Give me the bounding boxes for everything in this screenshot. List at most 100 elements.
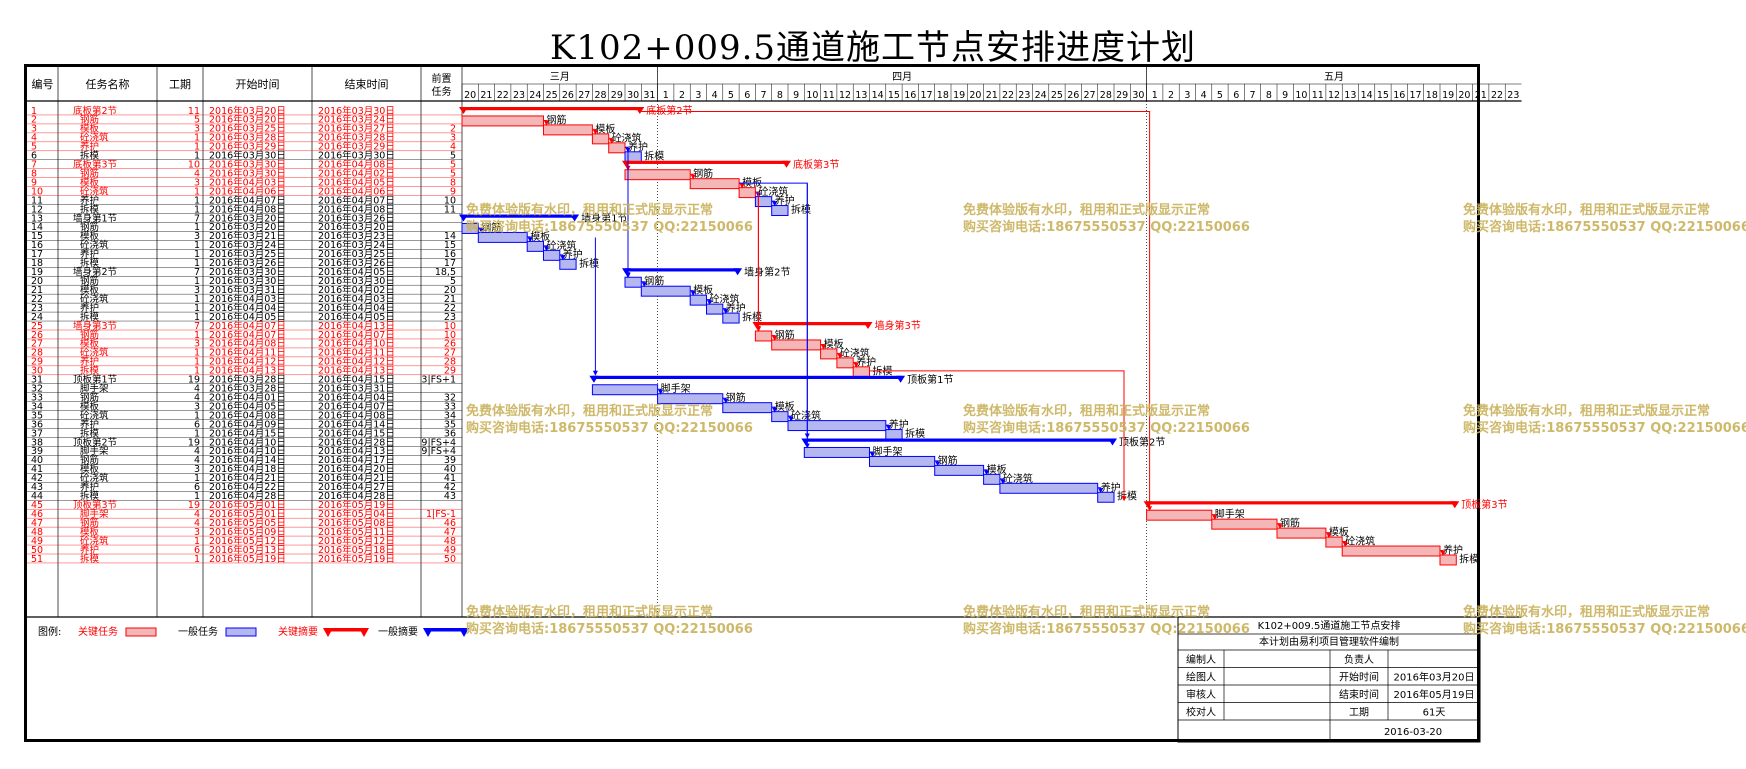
task-name: 砼浇筑 (80, 293, 109, 305)
dependency-link (657, 388, 664, 395)
day-label: 16 (1393, 90, 1405, 101)
task-duration: 19 (188, 500, 200, 511)
dependency-link (1211, 514, 1218, 521)
task-pred: 4 (450, 142, 456, 153)
task-bar (1146, 509, 1213, 521)
task-end: 2016年04月20日 (318, 463, 395, 475)
legend-summary-start (323, 628, 333, 637)
gantt-bar-26: 钢筋 (754, 328, 795, 342)
task-start: 2016年05月12日 (209, 535, 286, 547)
watermark-text: 免费体验版有水印，租用和正式版显示正常 购买咨询电话:18675550537 QQ… (963, 202, 1250, 236)
gantt-bar-7: 底板第3节 (622, 158, 839, 171)
gantt-bar-42: 砼浇筑 (983, 472, 1033, 485)
task-pred: 18,5 (435, 267, 456, 278)
task-start: 2016年04月08日 (209, 203, 286, 215)
bar-label: 墙身第3节 (875, 319, 921, 332)
legend-summary-end (459, 628, 469, 637)
bar-label: 模板 (742, 176, 762, 189)
task-bar (852, 366, 871, 378)
task-name: 模板 (80, 526, 100, 538)
bar-label: 钢筋 (775, 328, 795, 341)
task-pred: 10 (444, 330, 456, 341)
task-pred: 1|FS-1 (426, 509, 456, 520)
day-label: 30 (627, 90, 639, 101)
link-arrow (788, 416, 794, 422)
task-pred: 9 (450, 186, 456, 197)
watermark-line: 购买咨询电话:18675550537 QQ:22150066 (466, 622, 753, 637)
day-label: 25 (1051, 90, 1063, 101)
task-id: 23 (31, 303, 43, 314)
task-bar (787, 420, 887, 432)
summary-bar (462, 214, 577, 218)
bar-label: 拆模 (644, 149, 664, 162)
task-pred: 15 (444, 240, 456, 251)
page-title: K102+009.5通道施工节点安排进度计划 (549, 28, 1197, 68)
task-bar (999, 482, 1099, 494)
task-end: 2016年03月29日 (318, 141, 395, 153)
task-pred: 22 (444, 303, 456, 314)
task-bar (820, 348, 838, 360)
task-bar (624, 169, 691, 181)
bar-label: 模板 (824, 337, 844, 350)
task-start: 2016年04月07日 (209, 194, 286, 206)
task-end: 2016年04月05日 (318, 176, 395, 188)
day-label: 19 (1442, 90, 1454, 101)
link-arrow (1342, 542, 1348, 548)
watermark-line: 购买咨询电话:18675550537 QQ:22150066 (466, 421, 753, 436)
gantt-bar-12: 拆模 (771, 203, 811, 216)
task-start: 2016年04月05日 (209, 311, 286, 323)
task-pred: 42 (444, 482, 456, 493)
header-pred: 前置 (432, 72, 452, 85)
dependency-link (836, 352, 843, 359)
day-label: 22 (497, 90, 509, 101)
task-name: 模板 (80, 463, 100, 475)
task-id: 6 (31, 151, 37, 162)
task-start: 2016年03月26日 (209, 257, 286, 269)
task-end: 2016年04月15日 (318, 427, 395, 439)
dependency-link (690, 173, 696, 180)
watermark-text: 免费体验版有水印，租用和正式版显示正常 购买咨询电话:18675550537 QQ… (963, 604, 1250, 638)
task-duration: 1 (194, 240, 200, 251)
bar-label: 底板第3节 (793, 158, 839, 171)
task-id: 32 (31, 384, 43, 395)
task-duration: 4 (194, 384, 200, 395)
task-id: 37 (31, 428, 43, 439)
task-name: 砼浇筑 (80, 347, 109, 359)
bar-label: 砼浇筑 (1345, 535, 1375, 548)
task-duration: 6 (194, 545, 200, 556)
legend: 图例: 关键任务 一般任务 关键摘要 一般摘要 (38, 625, 469, 638)
task-id: 30 (31, 366, 43, 377)
dependency-link (885, 424, 892, 431)
legend-label: 一般摘要 (378, 625, 418, 638)
task-name: 拆模 (80, 427, 100, 439)
task-id: 38 (31, 437, 43, 448)
bar-label: 模板 (987, 463, 1007, 476)
task-bar (640, 285, 691, 297)
task-bar (836, 357, 854, 369)
link-arrow (641, 282, 647, 288)
day-label: 18 (937, 90, 949, 101)
day-label: 2 (679, 90, 685, 101)
summary-bar (1146, 501, 1457, 505)
task-name: 砼浇筑 (80, 472, 109, 484)
task-end: 2016年04月05日 (318, 266, 395, 278)
task-start: 2016年04月12日 (209, 356, 286, 368)
task-end: 2016年05月04日 (318, 508, 395, 520)
task-pred: 5 (450, 151, 456, 162)
task-end: 2016年03月31日 (318, 383, 395, 395)
task-end: 2016年04月17日 (318, 454, 395, 466)
gantt-bar-39: 脚手架 (803, 445, 903, 458)
task-bar (869, 455, 936, 467)
task-pred: 23 (444, 312, 456, 323)
day-label: 26 (1067, 90, 1079, 101)
link-arrow (870, 452, 875, 458)
legend-summary-end (359, 628, 369, 637)
gantt-bar-51: 拆模 (1439, 552, 1479, 565)
bar-label: 脚手架 (873, 445, 903, 458)
legend-label: 关键任务 (78, 625, 118, 638)
day-label: 5 (728, 90, 734, 101)
dependency-link (771, 334, 778, 341)
info-cell: 2016年03月20日 (1394, 671, 1475, 684)
task-pred: 28 (444, 357, 456, 368)
